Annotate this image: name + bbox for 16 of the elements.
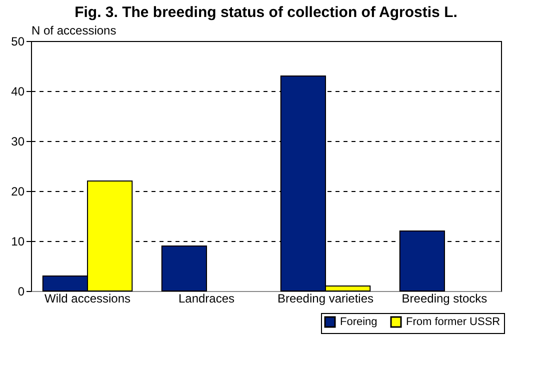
y-tick-label: 50 — [11, 34, 25, 48]
y-tick-label: 40 — [11, 84, 25, 98]
x-tick-label: Wild accessions — [44, 292, 131, 306]
x-tick-label: Landraces — [178, 292, 235, 306]
x-tick-label: Breeding stocks — [402, 292, 488, 306]
legend-label: From former USSR — [406, 316, 500, 328]
x-tick-label: Breeding varieties — [277, 292, 374, 306]
bar — [399, 230, 445, 292]
chart-title: Fig. 3. The breeding status of collection of Agrostis L. — [74, 4, 458, 21]
y-axis-title: N of accessions — [32, 24, 116, 38]
bar — [161, 246, 208, 292]
y-tick-label: 0 — [18, 284, 25, 298]
y-tick-label: 20 — [11, 184, 25, 198]
y-tick-label: 10 — [11, 234, 25, 248]
y-tick-label: 30 — [11, 134, 25, 148]
legend-label: Foreing — [340, 316, 378, 328]
